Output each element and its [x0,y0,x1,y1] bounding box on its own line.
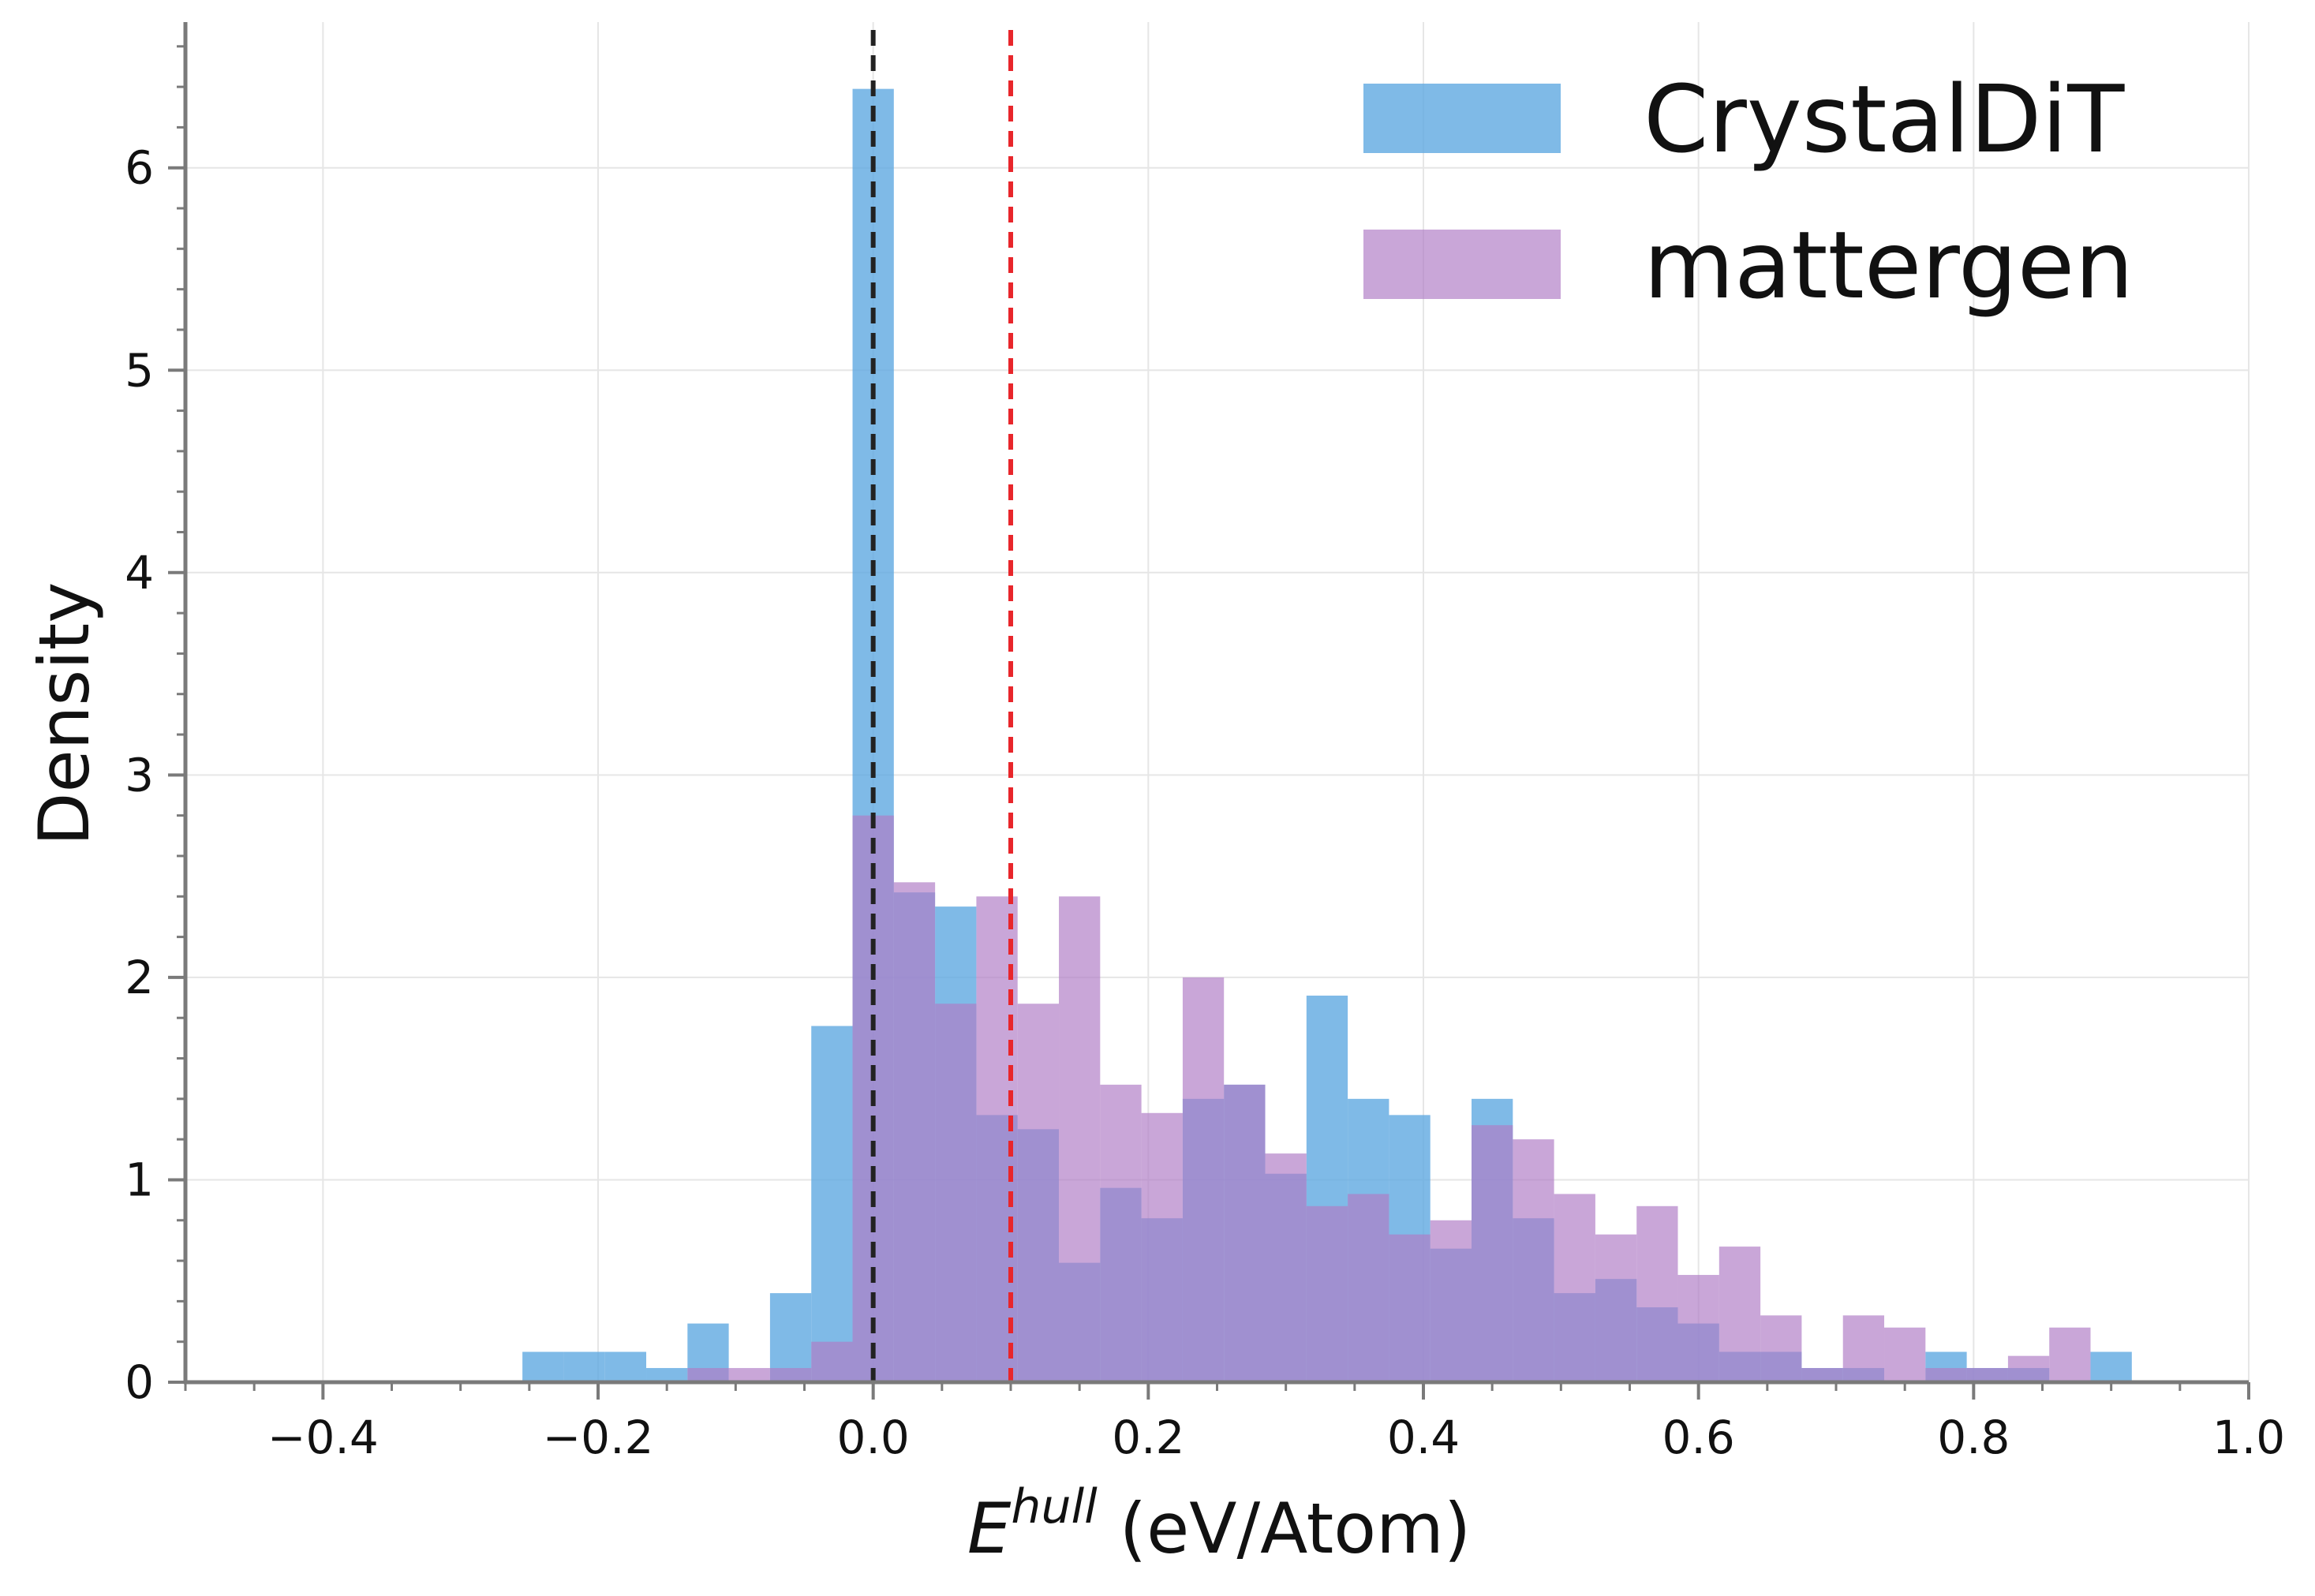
legend-label-mattergen: mattergen [1644,211,2134,320]
bar-mattergen-29 [1884,1327,1926,1382]
y-tick-label-5: 5 [125,343,154,397]
bar-mattergen-22 [1595,1234,1637,1382]
x-tick-label-4: 0.4 [1387,1411,1460,1464]
bar-mattergen-31 [1966,1368,2008,1382]
x-axis-title-symbol: E [967,1488,1012,1569]
x-tick-label-6: 0.8 [1937,1411,2010,1464]
bar-mattergen-18 [1430,1220,1472,1382]
y-tick-label-4: 4 [125,546,154,600]
bar-mattergen-27 [1801,1368,1843,1382]
x-tick-label-3: 0.2 [1112,1411,1184,1464]
bar-mattergen-32 [2007,1355,2050,1382]
bar-crystaldit-7 [811,1026,853,1382]
bar-mattergen-5 [893,882,936,1382]
bar-mattergen-30 [1925,1368,1967,1382]
bar-crystaldit-6 [769,1293,812,1382]
bar-mattergen-0 [687,1368,729,1382]
bar-mattergen-16 [1348,1194,1389,1382]
bar-crystaldit-2 [604,1351,647,1382]
y-axis-title: Density [24,582,105,847]
bar-mattergen-10 [1100,1084,1142,1382]
bar-mattergen-8 [1017,1004,1060,1382]
bar-mattergen-12 [1182,977,1225,1382]
legend-swatch-crystaldit [1363,84,1561,153]
bar-mattergen-26 [1760,1315,1802,1382]
bar-crystaldit-0 [522,1351,564,1382]
bar-mattergen-14 [1265,1153,1307,1382]
legend-label-crystaldit: CrystalDiT [1644,65,2125,174]
bar-mattergen-3 [811,1341,853,1382]
bar-mattergen-2 [769,1368,812,1382]
bar-mattergen-19 [1472,1125,1513,1382]
bar-crystaldit-3 [646,1368,688,1382]
legend: CrystalDiT mattergen [1363,65,2134,320]
bar-crystaldit-38 [2090,1351,2132,1382]
bar-mattergen-21 [1554,1194,1595,1382]
bar-mattergen-9 [1059,896,1101,1382]
bar-mattergen-1 [728,1368,770,1382]
x-axis-title-superscript: hull [1011,1479,1098,1534]
y-tick-label-6: 6 [125,141,154,195]
y-tick-label-0: 0 [125,1355,154,1409]
legend-swatch-mattergen [1363,230,1561,299]
y-tick-label-1: 1 [125,1153,154,1206]
bar-mattergen-11 [1141,1112,1183,1382]
x-tick-label-0: −0.4 [267,1411,379,1464]
tick-labels: −0.4 −0.2 0.0 0.2 0.4 0.6 0.8 1.0 0 1 2 3 4 5 6 [125,141,2285,1464]
x-tick-label-2: 0.0 [837,1411,910,1464]
bar-mattergen-6 [935,1004,977,1382]
x-tick-label-1: −0.2 [543,1411,654,1464]
bar-mattergen-23 [1636,1205,1678,1382]
bar-mattergen-13 [1224,1084,1266,1382]
bar-mattergen-25 [1718,1247,1761,1382]
bar-crystaldit-1 [563,1351,605,1382]
x-axis-title-unit: (eV/Atom) [1098,1488,1471,1569]
y-tick-label-3: 3 [125,748,154,802]
y-tick-label-2: 2 [125,951,154,1004]
axes [168,22,2250,1400]
bar-mattergen-28 [1842,1315,1885,1382]
bar-mattergen-24 [1677,1275,1719,1382]
x-axis-title: Ehull (eV/Atom) [967,1479,1471,1569]
bar-mattergen-33 [2049,1327,2091,1382]
x-tick-label-5: 0.6 [1662,1411,1735,1464]
bar-mattergen-17 [1389,1234,1431,1382]
bar-mattergen-20 [1513,1139,1554,1382]
bar-mattergen-15 [1306,1205,1348,1382]
x-tick-label-7: 1.0 [2212,1411,2285,1464]
